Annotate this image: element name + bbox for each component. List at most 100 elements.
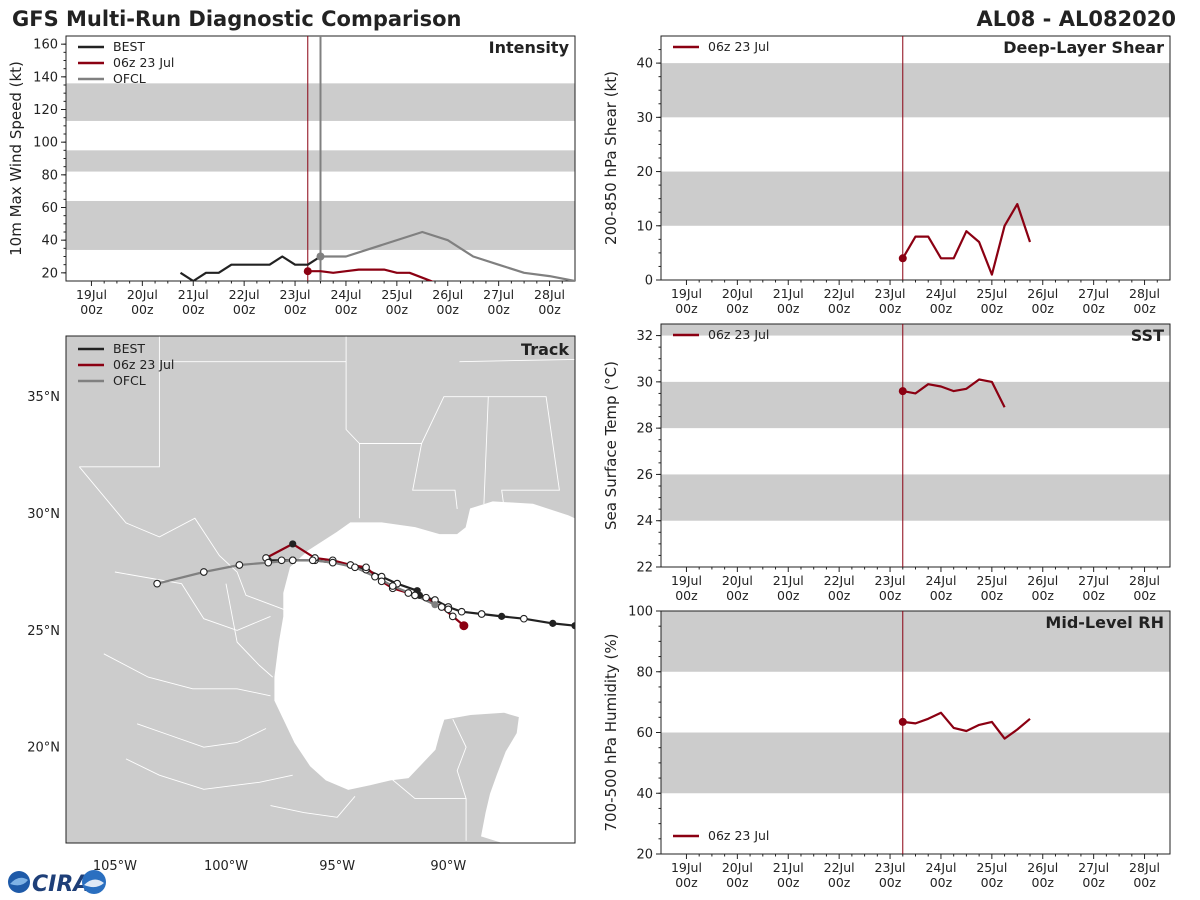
- x-tick-day: 28Jul: [1129, 286, 1160, 301]
- y-axis-label: 700-500 hPa Humidity (%): [602, 633, 620, 831]
- lat-tick-label: 25°N: [27, 624, 60, 639]
- track-point: [351, 563, 359, 572]
- y-tick-label: 80: [636, 665, 653, 680]
- x-tick-hour: 00z: [930, 301, 953, 316]
- x-tick-day: 28Jul: [1129, 573, 1160, 588]
- legend-label: OFCL: [113, 71, 146, 86]
- x-tick-day: 19Jul: [671, 860, 702, 875]
- panel-title: Track: [521, 340, 569, 359]
- x-tick-day: 25Jul: [976, 573, 1007, 588]
- y-tick-label: 60: [636, 726, 653, 741]
- lat-tick-label: 35°N: [27, 390, 60, 405]
- x-tick-hour: 00z: [1133, 588, 1156, 603]
- x-tick-day: 27Jul: [1078, 286, 1109, 301]
- x-tick-hour: 00z: [879, 588, 902, 603]
- x-tick-day: 24Jul: [925, 573, 956, 588]
- y-tick-label: 26: [636, 468, 653, 483]
- x-tick-day: 22Jul: [824, 286, 855, 301]
- legend-label: 06z 23 Jul: [708, 828, 769, 843]
- legend-label: 06z 23 Jul: [708, 327, 769, 342]
- series-line-06z-23-jul: [902, 711, 1031, 740]
- y-tick-label: 60: [41, 201, 58, 216]
- x-tick-day: 20Jul: [127, 287, 158, 302]
- track-point: [377, 577, 386, 586]
- x-tick-day: 27Jul: [1078, 860, 1109, 875]
- x-tick-day: 23Jul: [875, 573, 906, 588]
- x-tick-hour: 00z: [1082, 301, 1105, 316]
- track-point: [371, 572, 379, 581]
- track-point: [235, 561, 244, 569]
- y-tick-label: 22: [636, 561, 653, 576]
- x-tick-hour: 00z: [1133, 875, 1156, 890]
- shear-panel: 19Jul00z20Jul00z21Jul00z22Jul00z23Jul00z…: [602, 35, 1171, 316]
- cira-emblem-swirl-icon: [84, 879, 104, 888]
- track-point: [388, 582, 397, 590]
- x-tick-hour: 00z: [1082, 588, 1105, 603]
- shaded-band: [661, 732, 1170, 794]
- cira-logo: CIRA: [8, 870, 106, 897]
- y-tick-label: 10: [636, 219, 653, 234]
- track-point: [264, 558, 273, 567]
- legend-label: BEST: [113, 39, 145, 54]
- x-tick-day: 21Jul: [178, 287, 209, 302]
- state-border: [270, 796, 356, 818]
- x-tick-hour: 00z: [726, 588, 749, 603]
- x-tick-hour: 00z: [131, 302, 154, 317]
- y-axis-label: 200-850 hPa Shear (kt): [602, 71, 620, 245]
- x-tick-day: 23Jul: [875, 860, 906, 875]
- series-start-marker: [898, 717, 907, 726]
- y-tick-label: 24: [636, 514, 653, 529]
- y-tick-label: 20: [636, 165, 653, 180]
- y-tick-label: 40: [636, 57, 653, 72]
- y-tick-label: 120: [33, 103, 58, 118]
- map-frame: [65, 335, 576, 844]
- panel-title: SST: [1131, 326, 1164, 345]
- shaded-band: [661, 381, 1170, 429]
- y-tick-label: 30: [636, 375, 653, 390]
- y-tick-label: 80: [41, 168, 58, 183]
- x-tick-day: 26Jul: [432, 287, 463, 302]
- track-point: [288, 556, 297, 565]
- state-border: [114, 571, 271, 631]
- shaded-band: [661, 474, 1170, 521]
- track-point: [448, 612, 457, 621]
- lat-tick-label: 20°N: [27, 741, 60, 756]
- x-tick-hour: 00z: [1133, 301, 1156, 316]
- legend-label: BEST: [113, 341, 145, 356]
- track-point: [362, 563, 370, 572]
- track-point: [431, 601, 439, 609]
- track-point: [520, 614, 528, 623]
- x-tick-hour: 00z: [675, 875, 698, 890]
- x-tick-hour: 00z: [930, 588, 953, 603]
- series-line-06z-23-jul: [307, 268, 434, 281]
- track-point: [153, 579, 161, 588]
- panel-title: Deep-Layer Shear: [1003, 38, 1164, 57]
- y-tick-label: 140: [33, 70, 58, 85]
- track-point: [457, 607, 466, 616]
- legend-label: OFCL: [113, 373, 146, 388]
- series-start-marker: [898, 254, 907, 263]
- track-point: [444, 605, 453, 614]
- x-tick-day: 21Jul: [773, 860, 804, 875]
- bands: [661, 611, 1170, 794]
- state-border: [452, 719, 467, 799]
- shaded-band: [661, 63, 1170, 118]
- x-tick-hour: 00z: [726, 875, 749, 890]
- x-tick-hour: 00z: [80, 302, 103, 317]
- x-tick-day: 23Jul: [875, 286, 906, 301]
- storm-id: AL08 - AL082020: [977, 7, 1177, 31]
- series-line-06z-23-jul: [902, 378, 1006, 408]
- series-group: [902, 711, 1031, 740]
- x-tick-day: 23Jul: [280, 287, 311, 302]
- x-tick-hour: 00z: [930, 875, 953, 890]
- x-tick-day: 25Jul: [381, 287, 412, 302]
- x-tick-day: 25Jul: [976, 286, 1007, 301]
- track-panel: 105°W 100°W 95°W 90°W 20°N 25°N 30°N 35°N Track B…: [27, 335, 576, 874]
- rh-panel: 19Jul00z20Jul00z21Jul00z22Jul00z23Jul00z…: [602, 605, 1171, 890]
- x-tick-hour: 00z: [538, 302, 561, 317]
- x-tick-hour: 00z: [777, 588, 800, 603]
- y-tick-label: 20: [636, 848, 653, 863]
- y-tick-label: 32: [636, 329, 653, 344]
- x-tick-hour: 00z: [726, 301, 749, 316]
- x-tick-day: 24Jul: [330, 287, 361, 302]
